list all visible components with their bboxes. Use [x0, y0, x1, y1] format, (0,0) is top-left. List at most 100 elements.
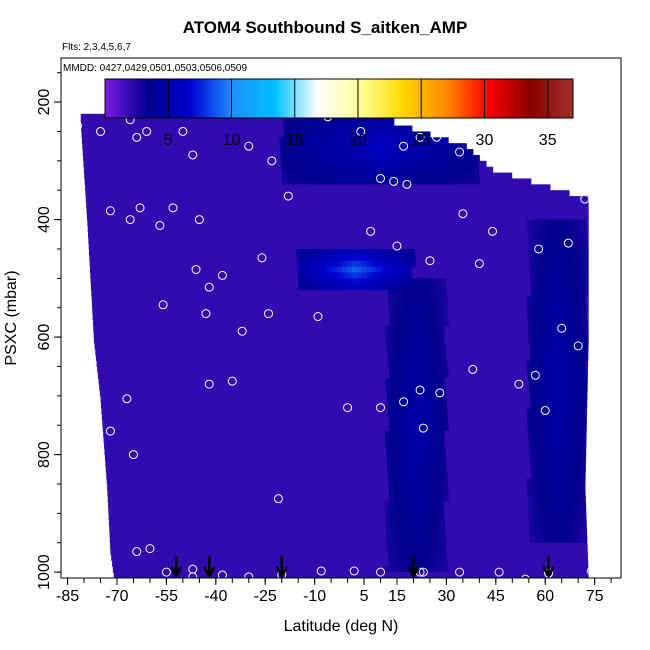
heatmap-cell — [129, 348, 136, 356]
heatmap-cell — [286, 331, 292, 338]
heatmap-cell — [353, 201, 359, 209]
heatmap-cell — [463, 313, 469, 321]
heatmap-cell — [531, 407, 537, 415]
heatmap-cell — [429, 331, 436, 338]
heatmap-cell — [224, 131, 231, 138]
heatmap-cell — [382, 401, 389, 409]
heatmap-cell — [205, 207, 211, 215]
heatmap-cell — [194, 272, 200, 279]
heatmap-cell — [250, 219, 256, 227]
heatmap-cell — [129, 342, 135, 350]
heatmap-cell — [484, 260, 491, 268]
heatmap-cell — [300, 225, 306, 232]
heatmap-cell — [171, 313, 178, 321]
heatmap-cell — [324, 313, 331, 321]
heatmap-cell — [435, 184, 442, 191]
heatmap-cell — [494, 384, 501, 391]
heatmap-cell — [374, 325, 381, 332]
heatmap-cell — [432, 295, 439, 303]
heatmap-cell — [377, 201, 384, 209]
heatmap-cell — [313, 295, 320, 303]
heatmap-cell — [130, 395, 136, 403]
heatmap-cell — [141, 307, 148, 315]
heatmap-cell — [295, 231, 302, 238]
heatmap-cell — [246, 378, 253, 385]
heatmap-cell — [533, 237, 539, 244]
heatmap-cell — [550, 278, 556, 285]
heatmap-cell — [440, 184, 447, 191]
heatmap-cell — [176, 231, 183, 238]
heatmap-cell — [202, 378, 208, 385]
heatmap-cell — [201, 237, 208, 244]
heatmap-cell — [479, 178, 486, 185]
heatmap-cell — [194, 348, 200, 356]
heatmap-cell — [309, 143, 316, 150]
heatmap-cell — [249, 407, 256, 415]
heatmap-cell — [215, 419, 222, 426]
heatmap-cell — [396, 190, 403, 197]
heatmap-cell — [330, 378, 337, 385]
heatmap-cell — [299, 143, 306, 150]
heatmap-cell — [141, 301, 147, 309]
heatmap-cell — [373, 137, 379, 144]
heatmap-cell — [393, 137, 399, 144]
heatmap-cell — [183, 389, 190, 397]
heatmap-cell — [544, 260, 550, 268]
heatmap-cell — [136, 213, 142, 221]
heatmap-cell — [384, 160, 391, 168]
heatmap-cell — [305, 319, 311, 326]
heatmap-cell — [458, 225, 464, 232]
heatmap-cell — [498, 331, 505, 338]
heatmap-cell — [150, 354, 156, 362]
heatmap-cell — [205, 366, 212, 373]
heatmap-cell — [550, 354, 557, 362]
heatmap-cell — [352, 190, 358, 197]
heatmap-cell — [255, 413, 261, 420]
heatmap-cell — [142, 160, 149, 168]
heatmap-cell — [247, 260, 254, 268]
heatmap-cell — [275, 307, 281, 315]
heatmap-cell — [414, 160, 421, 168]
heatmap-cell — [106, 301, 113, 309]
heatmap-cell — [214, 196, 220, 203]
heatmap-cell — [319, 219, 326, 227]
heatmap-cell — [507, 219, 513, 227]
heatmap-cell — [300, 231, 307, 238]
heatmap-cell — [367, 395, 373, 403]
heatmap-cell — [140, 196, 146, 203]
heatmap-cell — [230, 219, 237, 227]
heatmap-cell — [419, 231, 425, 238]
heatmap-cell — [191, 219, 197, 227]
heatmap-cell — [493, 243, 500, 250]
heatmap-cell — [302, 389, 308, 397]
heatmap-cell — [555, 290, 562, 297]
heatmap-cell — [410, 254, 417, 262]
heatmap-cell — [428, 149, 435, 156]
heatmap-cell — [365, 172, 372, 180]
heatmap-cell — [466, 395, 472, 403]
heatmap-cell — [499, 260, 506, 268]
heatmap-cell — [524, 184, 531, 191]
heatmap-cell — [308, 131, 315, 138]
heatmap-cell — [85, 184, 91, 191]
heatmap-cell — [153, 337, 159, 344]
heatmap-cell — [550, 201, 557, 209]
heatmap-cell — [124, 272, 131, 279]
heatmap-cell — [565, 196, 571, 203]
heatmap-cell — [261, 325, 267, 332]
heatmap-cell — [163, 342, 170, 350]
heatmap-cell — [426, 196, 433, 203]
heatmap-cell — [561, 213, 567, 221]
heatmap-cell — [415, 337, 421, 344]
heatmap-cell — [208, 190, 215, 197]
heatmap-cell — [442, 207, 448, 215]
heatmap-cell — [219, 395, 225, 403]
heatmap-cell — [503, 378, 510, 385]
heatmap-cell — [522, 313, 529, 321]
heatmap-cell — [111, 137, 118, 144]
heatmap-cell — [314, 413, 320, 420]
heatmap-cell — [369, 419, 375, 426]
heatmap-cell — [540, 196, 546, 203]
heatmap-cell — [190, 131, 196, 138]
heatmap-cell — [410, 337, 416, 344]
